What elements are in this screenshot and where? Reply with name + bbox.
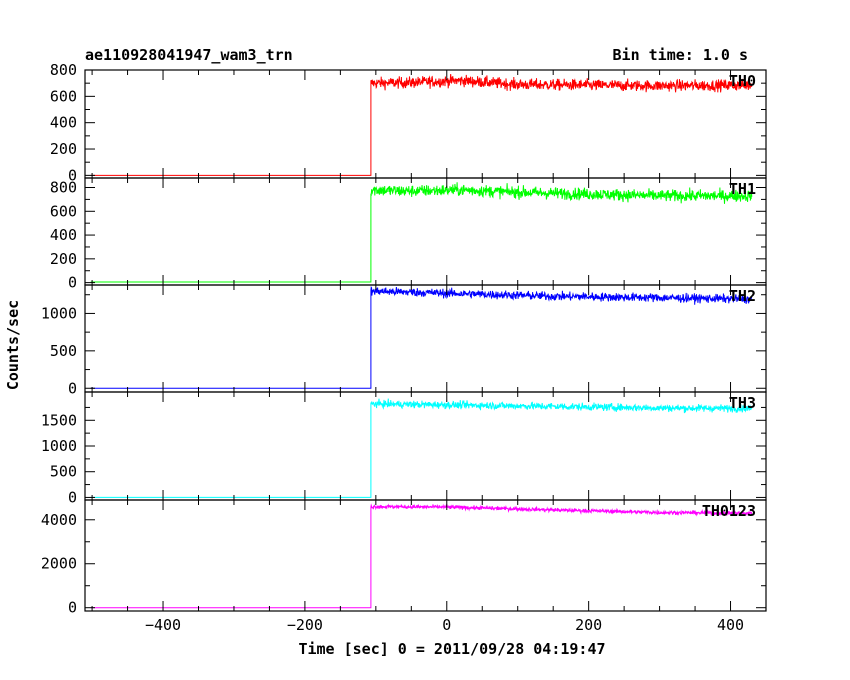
panel-th0123: 0 2000 4000 TH0123 −400 −200 0 200 400 — [41, 499, 767, 634]
panel-th1: 0 200 400 600 800 TH1 — [50, 177, 767, 292]
x-tick-label: 0 — [442, 616, 451, 634]
y-tick-label: 500 — [50, 463, 77, 481]
x-axis-label: Time [sec] 0 = 2011/09/28 04:19:47 — [298, 640, 605, 658]
panel-th2: 0 500 1000 TH2 — [41, 284, 767, 397]
y-tick-label: 500 — [50, 342, 77, 360]
series-line-th1 — [90, 182, 753, 283]
series-line-th2 — [90, 286, 753, 389]
y-tick-label: 600 — [50, 202, 77, 220]
series-line-th3 — [90, 398, 753, 498]
y-tick-label: 200 — [50, 250, 77, 268]
panel-frame — [84, 499, 767, 612]
panels-group: 0 200 400 600 800 TH0 0 200 400 600 800 TH1 0 500 1000… — [41, 61, 767, 634]
x-tick-label: 200 — [575, 616, 602, 634]
y-tick-label: 400 — [50, 114, 77, 132]
x-tick-label: 400 — [717, 616, 744, 634]
series-line-th0123 — [90, 503, 753, 609]
y-axis-label: Counts/sec — [4, 300, 22, 390]
y-tick-label: 4000 — [41, 511, 77, 529]
x-tick-label: −200 — [287, 616, 323, 634]
panel-name-label: TH0123 — [702, 502, 756, 520]
y-tick-label: 1500 — [41, 411, 77, 429]
y-tick-label: 0 — [68, 488, 77, 506]
y-tick-label: 1000 — [41, 437, 77, 455]
panel-name-label: TH0 — [729, 72, 756, 90]
chart-title: ae110928041947_wam3_trn — [85, 46, 293, 64]
y-tick-label: 2000 — [41, 555, 77, 573]
y-tick-label: 0 — [68, 274, 77, 292]
y-tick-label: 0 — [68, 166, 77, 184]
y-tick-label: 1000 — [41, 304, 77, 322]
y-tick-label: 400 — [50, 226, 77, 244]
y-tick-label: 600 — [50, 87, 77, 105]
panel-th3: 0 500 1000 1500 TH3 — [41, 391, 767, 506]
y-tick-label: 0 — [68, 599, 77, 617]
panel-name-label: TH2 — [729, 287, 756, 305]
y-tick-label: 200 — [50, 140, 77, 158]
x-tick-label: −400 — [145, 616, 181, 634]
panel-name-label: TH3 — [729, 394, 756, 412]
panel-th0: 0 200 400 600 800 TH0 — [50, 61, 767, 184]
series-line-th0 — [90, 73, 753, 176]
y-tick-label: 0 — [68, 379, 77, 397]
y-tick-label: 800 — [50, 179, 77, 197]
y-tick-label: 800 — [50, 61, 77, 79]
bin-time-label: Bin time: 1.0 s — [613, 46, 748, 64]
panel-name-label: TH1 — [729, 180, 756, 198]
